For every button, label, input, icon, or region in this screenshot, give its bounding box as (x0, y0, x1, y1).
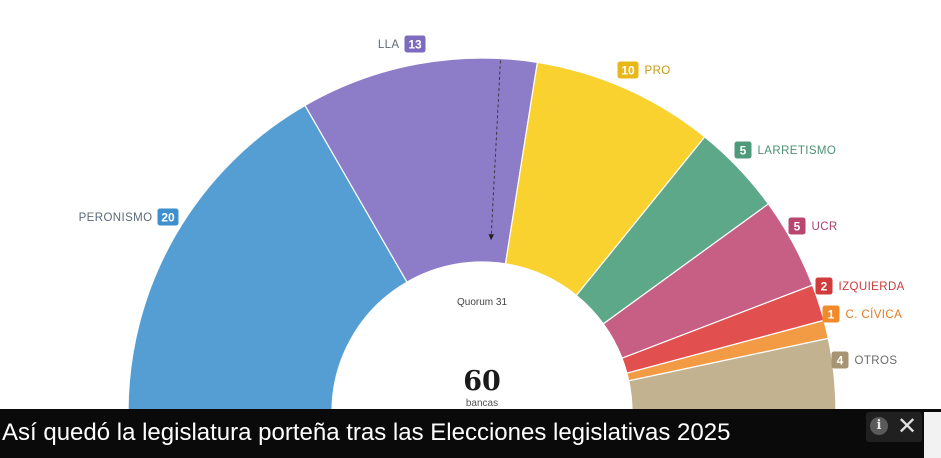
badge-larretismo (734, 141, 752, 159)
page-edge (924, 412, 941, 458)
quorum-marker: Quorum 31 (457, 60, 507, 308)
quorum-arrow-icon (488, 234, 495, 241)
badge-otros (831, 351, 849, 369)
total-seats-label: bancas (466, 398, 498, 409)
seat-count-ucr: 5 (794, 219, 801, 233)
party-name-lla: LLA (378, 39, 400, 51)
badge-peronismo (157, 208, 179, 226)
seat-count-larretismo: 5 (740, 143, 747, 157)
badge-lla (404, 35, 426, 53)
party-name-izquierda: IZQUIERDA (839, 281, 905, 293)
caption-bar (0, 409, 941, 458)
party-name-otros: OTROS (855, 355, 898, 367)
party-name-c-c-vica: C. CÍVICA (846, 308, 903, 321)
close-icon[interactable]: ✕ (896, 412, 918, 440)
total-seats-value: 60 (463, 366, 501, 397)
info-icon[interactable]: i (870, 417, 888, 435)
seat-count-peronismo: 20 (161, 210, 175, 224)
quorum-label: Quorum 31 (457, 297, 507, 308)
quorum-line (490, 60, 501, 235)
label-lla: 13 LLA (378, 35, 426, 53)
seat-count-izquierda: 2 (821, 279, 828, 293)
badge-izquierda (815, 277, 833, 295)
seat-count-otros: 4 (837, 353, 844, 367)
slice-lla (304, 57, 539, 283)
seat-count-lla: 13 (408, 37, 422, 51)
label-peronismo: 20 PERONISMO (79, 208, 179, 226)
label-pro: 10 PRO (617, 61, 671, 79)
ad-controls: i ✕ (866, 412, 922, 442)
badge-c-c-vica (822, 305, 840, 323)
label-izquierda: 2 IZQUIERDA (815, 277, 905, 295)
label-c-c-vica: 1 C. CÍVICA (822, 305, 903, 323)
seat-count-pro: 10 (621, 63, 635, 77)
caption-text: Así quedó la legislatura porteña tras la… (2, 419, 731, 446)
label-ucr: 5 UCR (788, 217, 838, 235)
label-larretismo: 5 LARRETISMO (734, 141, 837, 159)
label-otros: 4 OTROS (831, 351, 898, 369)
seat-count-c-c-vica: 1 (828, 307, 835, 321)
badge-ucr (788, 217, 806, 235)
slice-peronismo (127, 104, 408, 413)
badge-pro (617, 61, 639, 79)
party-name-peronismo: PERONISMO (79, 212, 153, 224)
party-name-ucr: UCR (812, 221, 838, 233)
party-name-pro: PRO (645, 65, 671, 77)
party-name-larretismo: LARRETISMO (758, 145, 837, 157)
